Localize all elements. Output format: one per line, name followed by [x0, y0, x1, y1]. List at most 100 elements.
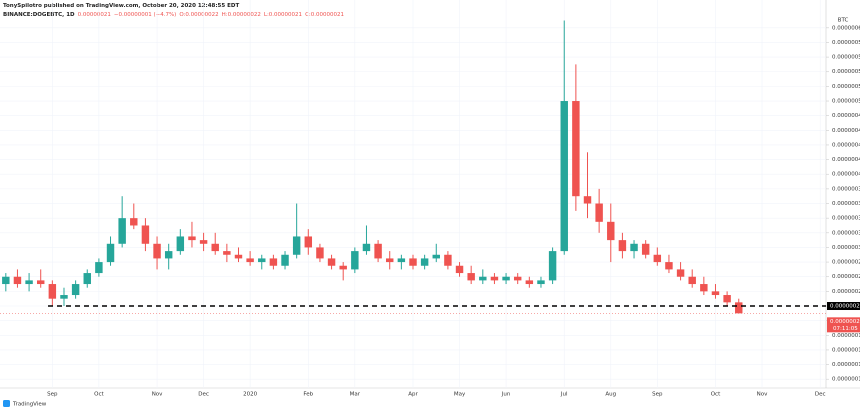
x-tick-label: Apr — [408, 392, 418, 398]
candle-body — [199, 240, 208, 244]
candle-body — [258, 258, 266, 263]
price-box — [827, 317, 860, 333]
candle-body — [223, 251, 231, 255]
x-tick-label: Mar — [350, 392, 361, 398]
x-tick-label: Oct — [94, 392, 104, 398]
y-tick-label: 0.00000016 — [832, 347, 860, 353]
change: −0.00000001 (−4.7%) — [113, 12, 177, 18]
candle-body — [153, 243, 161, 259]
y-tick-label: 0.00000030 — [832, 245, 860, 251]
candle-body — [95, 262, 103, 274]
candle-body — [455, 265, 464, 274]
candle-body — [292, 236, 301, 255]
candle-body — [641, 243, 650, 255]
candle-body — [700, 284, 708, 292]
candle-body — [188, 236, 196, 241]
y-tick-label: 0.00000032 — [832, 230, 860, 236]
price-label: 0.00000022 — [830, 304, 860, 310]
candle-body — [572, 101, 580, 197]
candle-body — [548, 251, 557, 281]
candle-body — [13, 276, 22, 285]
candle-body — [502, 276, 510, 281]
y-tick-label: 0.00000026 — [832, 274, 860, 280]
price-label: 0.00000021 — [830, 319, 860, 325]
ohlc: C:0.00000021 — [305, 12, 344, 18]
candle-body — [444, 254, 452, 266]
candle-body — [630, 243, 638, 252]
x-tick-label: Feb — [303, 392, 313, 398]
y-tick-label: 0.00000034 — [832, 216, 860, 222]
candle-body — [351, 251, 359, 270]
candle-body — [176, 236, 185, 252]
candle-body — [386, 258, 394, 263]
x-tick-label: Jun — [501, 392, 511, 398]
candle-body — [304, 236, 313, 248]
candle-body — [490, 276, 499, 281]
candle-body — [339, 265, 347, 270]
candle-body — [2, 276, 10, 285]
x-tick-label: Nov — [152, 392, 163, 398]
y-tick-label: 0.00000058 — [832, 40, 860, 46]
x-tick-label: Nov — [757, 392, 768, 398]
countdown: 07:11:05 — [833, 326, 858, 332]
symbol: BINANCE:DOGEBTC, 1D — [3, 12, 75, 18]
x-tick-label: Dec — [815, 392, 826, 398]
x-tick-label: Sep — [47, 392, 58, 398]
candle-body — [36, 280, 45, 285]
y-tick-label: 0.00000054 — [832, 69, 860, 75]
ohlc: L:0.00000021 — [263, 12, 303, 18]
candle-body — [71, 284, 80, 296]
candle-body — [479, 276, 487, 281]
candle-body — [164, 251, 173, 259]
candle-body — [246, 258, 254, 263]
y-tick-label: 0.00000014 — [832, 362, 860, 368]
candle-body — [327, 258, 336, 266]
author-line: TonySpilotro published on TradingView.co… — [3, 3, 240, 9]
ohlc: O:0.00000022 — [179, 12, 219, 18]
y-tick-label: 0.00000052 — [832, 84, 860, 90]
logo — [3, 400, 10, 407]
candle-body — [653, 254, 662, 263]
y-tick-label: 0.00000048 — [832, 113, 860, 119]
candle-body — [665, 262, 673, 270]
ohlc: H:0.00000022 — [221, 12, 261, 18]
candle-body — [607, 221, 615, 241]
candle-body — [60, 295, 68, 299]
candle-body — [525, 280, 534, 285]
candle-body — [130, 218, 138, 226]
y-tick-label: 0.00000046 — [832, 128, 860, 134]
symbol-bar: BINANCE:DOGEBTC, 1D 0.00000021 −0.00000001… — [3, 12, 347, 18]
y-tick-label: 0.00000056 — [832, 55, 860, 61]
y-tick-label: 0.00000042 — [832, 157, 860, 163]
candle-body — [409, 258, 417, 266]
candle-body — [723, 295, 731, 303]
grid — [0, 0, 826, 388]
y-tick-label: 0.00000024 — [832, 289, 860, 295]
y-tick-label: 0.00000050 — [832, 99, 860, 105]
candle-body — [83, 273, 91, 285]
candle-body — [362, 243, 371, 252]
candle-body — [48, 284, 57, 299]
candle-body — [537, 280, 545, 285]
candle-body — [234, 254, 243, 259]
candle-body — [618, 240, 627, 252]
candle-body — [211, 243, 219, 252]
y-tick-label: 0.00000044 — [832, 142, 860, 148]
x-tick-label: Oct — [711, 392, 721, 398]
y-tick-label: 0.00000012 — [832, 377, 860, 383]
candle-body — [269, 258, 278, 266]
candle-body — [316, 247, 324, 259]
candle-body — [688, 276, 696, 285]
candle-body — [374, 243, 382, 259]
candle-body — [711, 291, 720, 296]
candle-body — [560, 101, 568, 252]
candle-body — [583, 196, 592, 204]
footer: TradingView — [12, 402, 47, 408]
candle-body — [118, 218, 126, 244]
y-unit: BTC — [838, 18, 849, 24]
y-tick-label: 0.00000038 — [832, 186, 860, 192]
candle-body — [397, 258, 406, 263]
candle-body — [676, 269, 685, 277]
